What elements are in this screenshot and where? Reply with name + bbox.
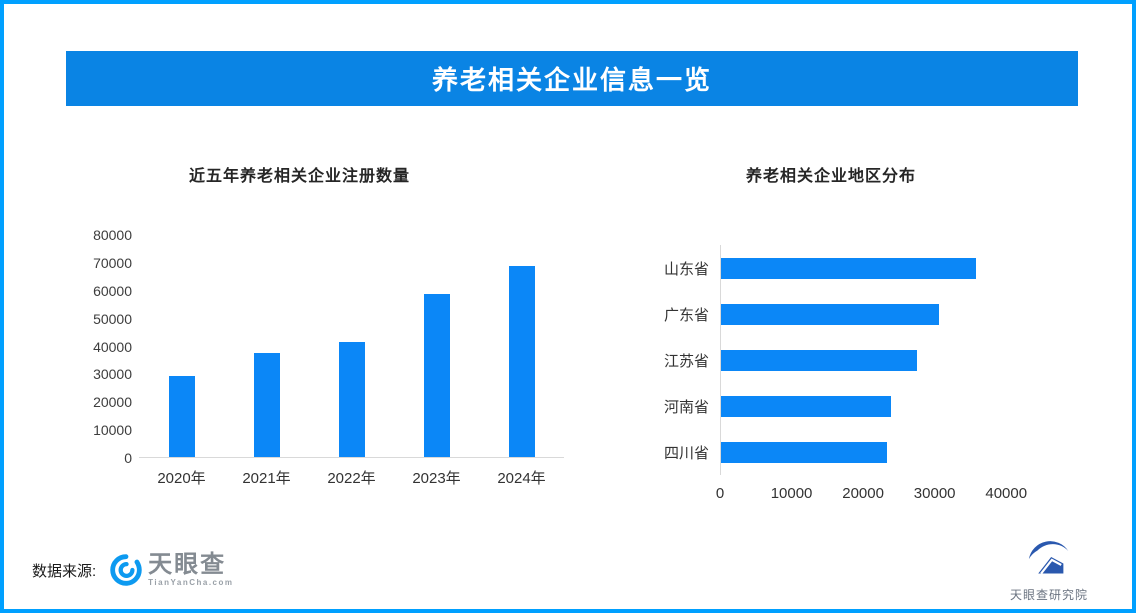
tianyancha-brand-text: 天眼查 (148, 551, 227, 578)
registrations-y-axis: 0 10000 20000 30000 40000 50000 60000 70000 8000… (64, 228, 139, 465)
registrations-chart-title: 近五年养老相关企业注册数量 (189, 168, 411, 185)
tianyancha-logo: 天眼查 TianYanCha.com (110, 553, 233, 587)
x-tick-label: 0 (715, 485, 725, 502)
x-tick-label: 40000 (985, 485, 1028, 502)
x-tick-label: 2022年 (327, 470, 376, 487)
bar-山东省 (721, 257, 976, 279)
page-title: 养老相关企业信息一览 (431, 65, 712, 95)
tianyancha-swirl-icon (110, 554, 142, 586)
y-tick-label: 0 (124, 450, 132, 466)
bar-2020年 (168, 376, 195, 457)
registrations-chart: 0 10000 20000 30000 40000 50000 60000 70000 8000… (64, 228, 564, 494)
x-tick-label: 30000 (913, 485, 956, 502)
x-tick-label: 2020年 (157, 470, 206, 487)
research-brand-text: 天眼查研究院 (1009, 588, 1088, 602)
y-tick-label: 20000 (93, 394, 132, 411)
bar-track (720, 291, 1050, 337)
data-source: 数据来源: 天眼查 TianYanCha.com (32, 550, 234, 590)
y-tick-label: 10000 (93, 422, 132, 439)
bar-2023年 (423, 293, 450, 457)
bar-track (720, 429, 1050, 475)
bar-2024年 (508, 265, 535, 457)
header-banner: 养老相关企业信息一览 (66, 51, 1078, 106)
bar-河南省 (721, 395, 892, 417)
bar-2022年 (338, 341, 365, 457)
regions-x-axis: 0 10000 20000 30000 40000 (716, 485, 1050, 505)
bar-2021年 (253, 353, 280, 457)
category-label-广东省: 广东省 (663, 306, 709, 324)
x-tick-label: 10000 (770, 485, 813, 502)
data-source-label: 数据来源: (32, 562, 97, 580)
category-label-河南省: 河南省 (663, 398, 709, 416)
bar-四川省 (721, 441, 887, 463)
tianyancha-research-icon (1026, 536, 1072, 583)
tianyancha-wordmark: 天眼查 TianYanCha.com (148, 551, 234, 588)
category-label-山东省: 山东省 (663, 260, 709, 278)
tianyancha-domain-text: TianYanCha.com (148, 578, 234, 587)
x-tick-label: 2024年 (497, 470, 546, 487)
research-institute-logo: 天眼查研究院 (994, 536, 1104, 603)
registrations-plot-area (139, 235, 564, 458)
y-tick-label: 50000 (93, 310, 132, 327)
bar-track (720, 337, 1050, 383)
y-tick-label: 70000 (93, 254, 132, 271)
category-label-四川省: 四川省 (663, 444, 709, 462)
bar-track (720, 383, 1050, 429)
regions-chart: 山东省广东省江苏省河南省四川省 (624, 245, 1050, 475)
regions-chart-title: 养老相关企业地区分布 (746, 168, 917, 185)
bar-track (720, 245, 1050, 291)
category-label-江苏省: 江苏省 (663, 352, 709, 370)
x-tick-label: 2023年 (412, 470, 461, 487)
x-tick-label: 20000 (842, 485, 884, 502)
x-tick-label: 2021年 (242, 470, 291, 487)
bar-广东省 (721, 303, 939, 325)
y-tick-label: 60000 (93, 282, 132, 299)
bar-江苏省 (721, 349, 918, 371)
y-tick-label: 80000 (93, 227, 132, 243)
y-tick-label: 40000 (93, 338, 132, 355)
y-tick-label: 30000 (93, 366, 132, 383)
registrations-x-axis: 2020年 2021年 2022年 2023年 2024年 (139, 458, 564, 494)
